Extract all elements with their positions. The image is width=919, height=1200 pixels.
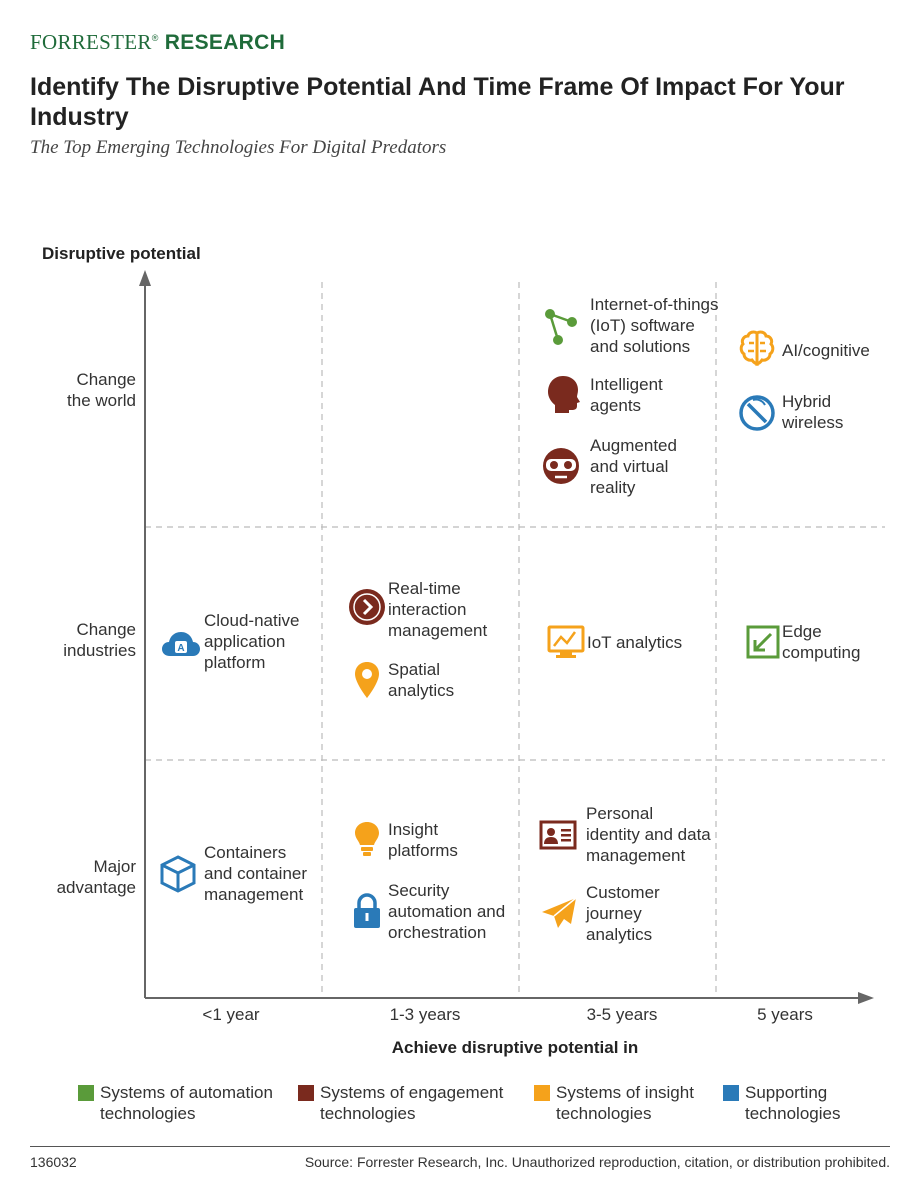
map-pin-icon [355, 662, 379, 698]
item-real-time-interaction: Real-time interaction management [388, 579, 488, 640]
item-containers: Containers and container management [204, 843, 308, 904]
item-intelligent-agents: Intelligent agents [590, 375, 663, 415]
brand-logo: FORRESTER® RESEARCH [30, 30, 286, 54]
legend-label-supporting: Supporting technologies [745, 1083, 841, 1123]
row-label-change-industries: Change industries [63, 620, 136, 660]
brain-icon [739, 330, 775, 367]
legend-label-insight: Systems of insight technologies [556, 1083, 694, 1123]
legend-swatch-supporting [723, 1085, 739, 1101]
footer-divider [30, 1146, 890, 1147]
col-label-3-5: 3-5 years [586, 1005, 658, 1024]
padlock-icon [354, 893, 380, 928]
chart-title: Identify The Disruptive Potential And Ti… [30, 73, 845, 131]
footer-source: Source: Forrester Research, Inc. Unautho… [304, 1154, 890, 1170]
item-iot-software: Internet-of-things (IoT) software and so… [590, 295, 719, 356]
legend-label-automation: Systems of automation technologies [100, 1083, 273, 1123]
col-label-1-3: 1-3 years [389, 1005, 461, 1024]
cloud-app-icon: A [162, 632, 200, 656]
svg-text:A: A [177, 643, 184, 654]
id-card-icon [539, 820, 577, 850]
cube-box-icon [160, 855, 196, 893]
footer-id: 136032 [30, 1154, 77, 1170]
human-head-icon [548, 376, 580, 413]
network-nodes-icon [545, 309, 577, 345]
item-edge-computing: Edge computing [782, 622, 861, 662]
item-security-automation: Security automation and orchestration [388, 881, 506, 942]
x-axis-arrow [858, 992, 874, 1004]
lightbulb-icon [355, 822, 379, 856]
legend-swatch-engagement [298, 1085, 314, 1101]
col-label-5: 5 years [757, 1005, 813, 1024]
item-cloud-native: Cloud-native application platform [204, 611, 300, 672]
row-label-major-advantage: Major advantage [56, 857, 136, 897]
y-axis-label: Disruptive potential [42, 244, 201, 263]
wireless-antenna-icon [739, 395, 775, 431]
monitor-chart-icon [547, 625, 585, 658]
item-ar-vr: Augmented and virtual reality [590, 436, 677, 497]
row-label-change-world: Change the world [67, 370, 136, 410]
legend-label-engagement: Systems of engagement technologies [320, 1083, 504, 1123]
legend-swatch-insight [534, 1085, 550, 1101]
item-insight-platforms: Insight platforms [388, 820, 458, 860]
paper-plane-icon [542, 897, 577, 928]
item-iot-analytics: IoT analytics [587, 633, 683, 652]
y-axis-arrow [139, 270, 151, 286]
legend-swatch-automation [78, 1085, 94, 1101]
chart-subtitle: The Top Emerging Technologies For Digita… [30, 137, 447, 158]
item-customer-journey: Customer journey analytics [586, 883, 660, 944]
x-axis-label: Achieve disruptive potential in [391, 1038, 639, 1057]
edge-arrow-icon [746, 625, 780, 659]
item-spatial-analytics: Spatial analytics [388, 660, 455, 700]
col-label-lt1: <1 year [202, 1005, 260, 1024]
item-ai-cognitive: AI/cognitive [782, 341, 870, 360]
item-hybrid-wireless: Hybrid wireless [782, 392, 844, 432]
item-personal-identity: Personal identity and data management [586, 804, 711, 865]
vr-headset-icon [543, 448, 579, 484]
chevron-circle-icon [349, 589, 385, 625]
